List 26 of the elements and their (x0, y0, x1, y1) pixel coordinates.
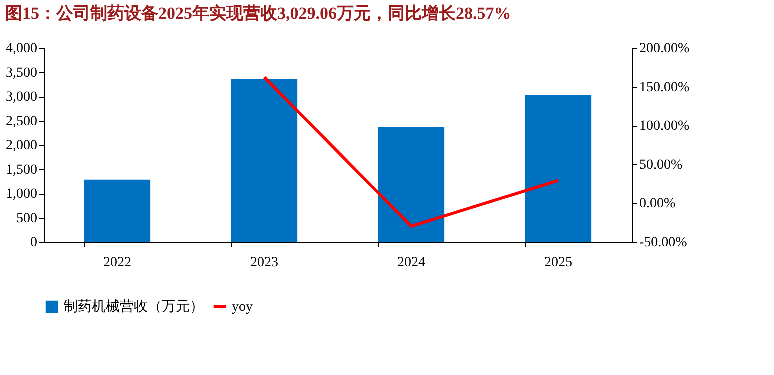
legend-label: yoy (232, 300, 253, 315)
x-tick-label: 2022 (104, 256, 132, 270)
y-tick-label: 3,500 (6, 66, 38, 81)
bar (378, 128, 445, 242)
y-tick-label: 3,000 (6, 90, 38, 105)
y2-tick-label: 50.00% (640, 158, 683, 173)
x-tick-label: 2025 (544, 256, 572, 270)
legend-label: 制药机械营收（万元） (64, 299, 204, 315)
y2-tick-label: 150.00% (640, 80, 690, 96)
bar (525, 95, 592, 242)
y-tick-label: 2,000 (6, 138, 38, 154)
x-tick-label: 2024 (398, 256, 426, 270)
y-tick-label: 2,500 (6, 114, 38, 130)
x-tick-label: 2023 (250, 256, 278, 270)
y-tick-label: 1,500 (6, 162, 38, 178)
y-tick-label: 4,000 (6, 42, 38, 56)
y-tick-label: 500 (16, 211, 38, 226)
y-tick-label: 0 (30, 236, 38, 250)
y2-tick-label: 200.00% (640, 42, 690, 56)
y2-tick-label: -50.00% (640, 236, 688, 250)
y-tick-label: 1,000 (6, 187, 38, 202)
chart-title: 图15：公司制药设备2025年实现营收3,029.06万元，同比增长28.57% (6, 4, 512, 23)
bar (231, 80, 298, 242)
y2-tick-label: 100.00% (640, 119, 690, 134)
bar (84, 180, 151, 242)
y2-tick-label: 0.00% (640, 196, 676, 212)
